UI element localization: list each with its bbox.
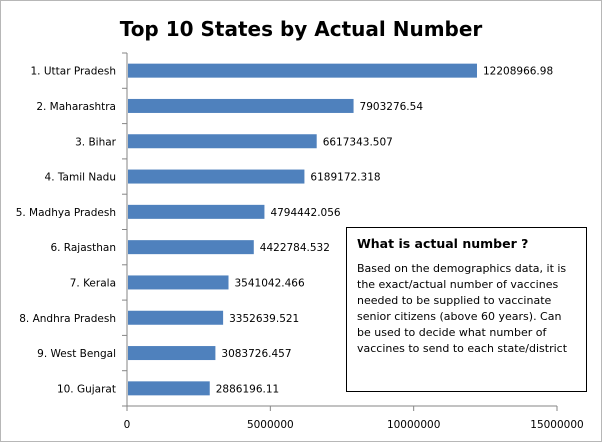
data-label: 2886196.11 (216, 383, 279, 395)
bar (128, 310, 224, 325)
annotation-body: Based on the demographics data, it is th… (357, 262, 568, 355)
category-label: 5. Madhya Pradesh (16, 207, 116, 219)
bar (128, 240, 254, 255)
data-label: 4422784.532 (260, 242, 330, 254)
annotation-title: What is actual number ? (357, 236, 529, 251)
category-label: 9. West Bengal (37, 348, 116, 360)
data-label: 3541042.466 (235, 277, 305, 289)
bar (128, 346, 216, 361)
bar (128, 275, 229, 290)
bar (128, 204, 265, 219)
data-label: 12208966.98 (483, 66, 553, 78)
bar (128, 98, 354, 113)
data-label: 3352639.521 (229, 313, 299, 325)
category-label: 8. Andhra Pradesh (19, 313, 116, 325)
data-label: 4794442.056 (270, 207, 340, 219)
category-label: 3. Bihar (75, 136, 117, 148)
x-tick-label: 15000000 (530, 419, 583, 431)
x-tick-label: 5000000 (247, 419, 294, 431)
category-label: 10. Gujarat (57, 383, 116, 395)
category-label: 4. Tamil Nadu (45, 172, 116, 184)
bar (128, 134, 317, 149)
annotation-box: What is actual number ? Based on the dem… (346, 227, 587, 392)
category-label: 6. Rajasthan (50, 242, 116, 254)
x-tick-label: 0 (124, 419, 131, 431)
bar (128, 381, 210, 396)
data-label: 6189172.318 (310, 172, 380, 184)
data-label: 6617343.507 (323, 136, 393, 148)
bar (128, 63, 477, 78)
category-label: 2. Maharashtra (36, 101, 116, 113)
data-label: 3083726.457 (221, 348, 291, 360)
category-label: 1. Uttar Pradesh (30, 66, 116, 78)
data-label: 7903276.54 (360, 101, 424, 113)
x-tick-label: 10000000 (387, 419, 440, 431)
bar (128, 169, 305, 184)
category-label: 7. Kerala (70, 277, 116, 289)
chart-title: Top 10 States by Actual Number (120, 17, 483, 41)
